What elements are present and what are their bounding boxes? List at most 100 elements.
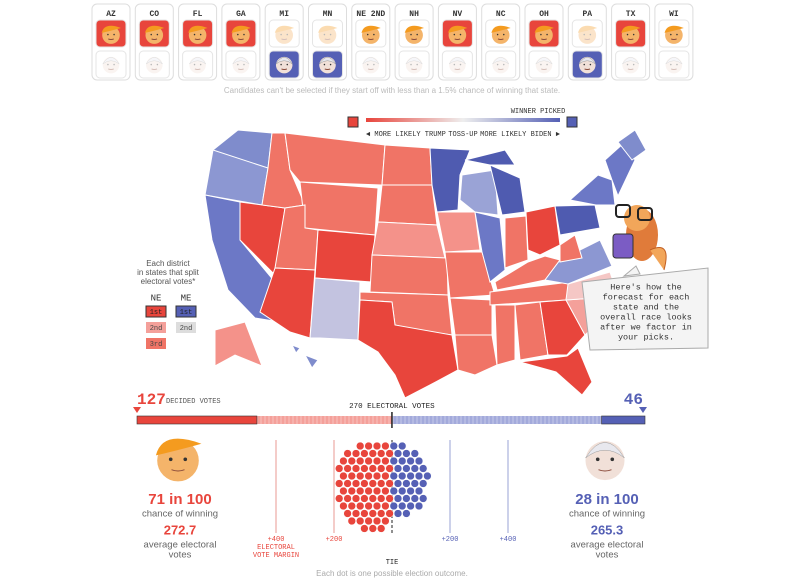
face-hair [231,25,251,33]
district-box[interactable] [146,322,166,333]
biden-face [492,56,510,74]
outcome-dot [381,471,390,481]
outcome-dot [393,479,403,488]
average-label: votes [169,550,192,561]
state [568,174,616,206]
outcome-dot [402,509,411,518]
pick-trump-button[interactable] [571,19,603,48]
face-mouth [237,68,244,70]
state [259,267,316,339]
outcome-dot [356,486,365,496]
outcome-dot [335,464,344,473]
pick-biden-button[interactable] [138,50,170,79]
outcome-dot [419,494,428,503]
face-eye [150,33,152,36]
face-mouth [411,68,418,70]
outcome-dot [406,456,415,466]
bubble-text: Here's how the [610,282,681,292]
face-hair [622,57,640,65]
district-state: ME [181,293,192,303]
district-box[interactable] [145,305,167,318]
margin-title: VOTE MARGIN [253,552,299,560]
outcome-dot [360,479,369,488]
pointer [133,407,141,413]
outcome-dot [347,471,356,481]
face-eye [453,33,456,36]
face-hair [665,57,683,65]
outcome-dot [364,471,373,481]
outcome-dot [393,464,403,473]
pick-trump-button[interactable] [268,19,300,48]
bubble-pointer [622,265,641,277]
pick-biden-button[interactable] [528,50,560,79]
face-eye [113,33,115,36]
mascot [612,204,667,271]
district-note: Each district [146,259,190,268]
pick-biden-button[interactable] [485,50,517,79]
state [377,184,438,226]
pick-biden-button[interactable] [225,50,257,79]
outcome-dot [423,471,432,481]
state [429,147,471,213]
outcome-dot [360,464,369,473]
state-code: NV [453,10,463,19]
outcome-dot [364,441,373,451]
outcome-dot [343,494,352,503]
state [369,254,449,296]
state-code: MI [279,10,289,19]
pick-biden-button[interactable] [95,50,127,79]
outcome-dot [393,509,403,518]
outcome-dot [377,449,386,458]
face-hair [189,57,207,65]
bubble-text: state and the [613,302,679,312]
outcome-dot [406,501,415,511]
outcome-dot [414,501,424,511]
face-skin [492,56,509,74]
state-code: MN [323,10,333,19]
pick-biden-button[interactable] [658,50,690,79]
chance-label: chance of winning [569,509,645,520]
biden-face [319,56,336,74]
state [459,169,499,216]
pick-trump-button[interactable] [312,19,343,48]
face-hair [448,57,466,65]
trump-face [534,25,554,44]
pick-biden-button[interactable] [441,50,473,79]
legend-trump-picked [347,116,359,128]
face-mouth [497,38,504,40]
outcome-dot [381,486,390,496]
outcome-dot [398,441,407,451]
outcome-dot [385,479,394,488]
face-eye [670,63,672,66]
average-label: votes [596,550,619,561]
face-eye [410,33,412,36]
face-eye [496,33,499,36]
district-box[interactable] [146,338,166,349]
margin-tick-label: +200 [326,536,343,544]
state-code: NC [496,10,506,19]
pick-biden-button[interactable] [355,50,387,79]
biden-face [448,56,466,74]
legend-biden-picked [566,116,578,128]
trump-face [144,25,165,44]
face-mouth [584,38,591,40]
state-code: WI [669,10,679,19]
pick-biden-button[interactable] [182,50,214,79]
pick-biden-button[interactable] [615,50,647,79]
outcome-dot [364,501,373,511]
district-box[interactable] [175,305,197,318]
district-label: 2nd [180,325,193,333]
face-eye [168,457,173,462]
face-mouth [454,68,461,70]
district-box[interactable] [176,322,196,333]
face-eye [540,63,542,66]
face-skin [318,26,337,44]
face-skin [535,56,553,74]
state-code: AZ [106,10,116,19]
footer: Each dot is one possible election outcom… [316,569,468,578]
face-hair [155,438,202,456]
outcome-dot [410,449,419,458]
face-hair [621,25,641,33]
pick-biden-button[interactable] [398,50,430,79]
face-hair [102,57,120,65]
